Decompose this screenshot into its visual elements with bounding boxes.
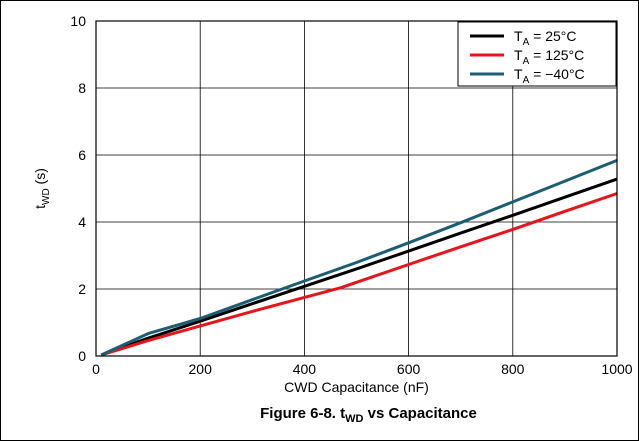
y-axis-title: tWD (s) xyxy=(32,168,52,209)
x-tick-label: 800 xyxy=(501,361,525,377)
x-tick-label: 400 xyxy=(293,361,317,377)
legend-entry: TA = 125°C xyxy=(514,47,584,67)
legend-entry-sub: A xyxy=(523,37,530,48)
grid-layer xyxy=(95,20,618,357)
y-tick-label: 2 xyxy=(78,281,86,297)
y-axis-title-main: t xyxy=(32,205,48,209)
legend-entry-sub: A xyxy=(523,56,530,67)
series-line xyxy=(100,192,618,357)
y-tick-label: 0 xyxy=(78,348,86,364)
series-line xyxy=(100,159,618,357)
y-axis-title-rest: (s) xyxy=(32,168,48,188)
legend-entry-rest: = 25°C xyxy=(529,28,576,44)
legend-entry: TA = 25°C xyxy=(514,28,576,48)
caption-main: Figure 6-8. t xyxy=(260,405,345,422)
x-tick-label: 200 xyxy=(189,361,213,377)
x-tick-label: 1000 xyxy=(601,361,632,377)
y-tick-label: 8 xyxy=(78,80,86,96)
legend-entry: TA = −40°C xyxy=(514,66,585,86)
plot-frame xyxy=(95,20,618,357)
y-tick-label: 10 xyxy=(70,13,86,29)
legend-entry-rest: = 125°C xyxy=(529,47,584,63)
x-tick-label: 600 xyxy=(397,361,421,377)
caption-rest: vs Capacitance xyxy=(363,405,476,422)
legend-entry-sub: A xyxy=(523,75,530,86)
figure-caption: Figure 6-8. tWD vs Capacitance xyxy=(260,405,477,425)
legend-entry-main: T xyxy=(514,47,523,63)
tick-label-layer: 0 200 400 600 800 1000 0 2 4 6 8 10 xyxy=(70,13,632,377)
x-tick-label: 0 xyxy=(92,361,100,377)
y-tick-label: 6 xyxy=(78,147,86,163)
series-line xyxy=(100,177,618,357)
x-axis-title: CWD Capacitance (nF) xyxy=(284,379,429,395)
y-tick-label: 4 xyxy=(78,214,86,230)
legend: TA = 25°CTA = 125°CTA = −40°C xyxy=(457,21,617,87)
legend-entry-rest: = −40°C xyxy=(529,66,584,82)
legend-entry-main: T xyxy=(514,28,523,44)
y-axis-title-sub: WD xyxy=(41,188,52,205)
series-layer xyxy=(100,159,618,357)
caption-sub: WD xyxy=(345,413,363,425)
legend-entry-main: T xyxy=(514,66,523,82)
